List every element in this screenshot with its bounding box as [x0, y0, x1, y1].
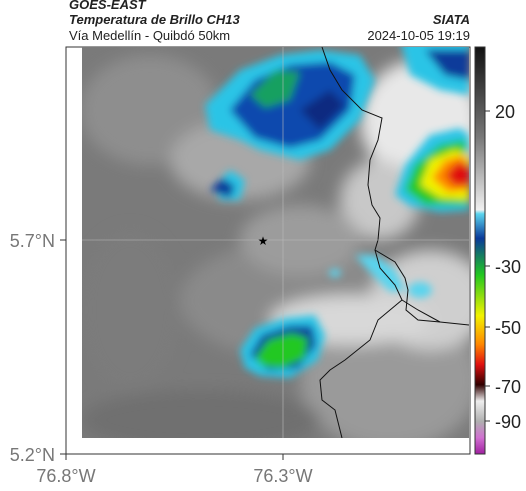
lon-label: 76.3°W	[253, 466, 312, 486]
star-icon: ★	[258, 234, 269, 248]
lon-label: 76.8°W	[36, 466, 95, 486]
border-lines	[319, 47, 469, 438]
colorbar: 20 -30 -50 -70 -90	[474, 46, 521, 455]
colorbar-tick: 20	[495, 102, 515, 122]
satellite-name: GOES-EAST	[69, 0, 146, 12]
lat-label: 5.7°N	[10, 231, 55, 251]
colorbar-tick: -70	[495, 377, 521, 397]
product-title: Temperatura de Brillo CH13	[69, 12, 240, 27]
brightness-field	[82, 47, 469, 438]
datetime-label: 2024-10-05 19:19	[367, 28, 470, 43]
lat-label: 5.2°N	[10, 445, 55, 465]
colorbar-tick: -30	[495, 257, 521, 277]
organization-label: SIATA	[432, 12, 470, 27]
region-subtitle: Vía Medellín - Quibdó 50km	[69, 28, 231, 43]
colorbar-tick: -90	[495, 412, 521, 432]
colorbar-tick: -50	[495, 318, 521, 338]
